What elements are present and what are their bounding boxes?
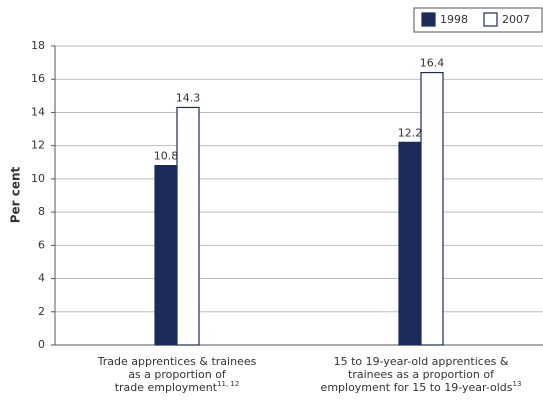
legend-swatch	[421, 12, 436, 27]
y-tick-label: 2	[38, 305, 45, 318]
y-axis-label: Per cent	[9, 166, 23, 223]
bar	[154, 165, 178, 346]
legend-label: 2007	[502, 13, 530, 26]
x-tick-label-line: employment for 15 to 19-year-olds	[321, 381, 513, 394]
x-tick-label: Trade apprentices & trainees	[97, 355, 257, 368]
x-tick-label: 15 to 19-year-old apprentices &	[334, 355, 509, 368]
bar	[176, 106, 200, 346]
y-tick-label: 6	[38, 238, 45, 251]
y-tick-label: 8	[38, 205, 45, 218]
x-tick-label: employment for 15 to 19-year-olds13	[321, 380, 522, 394]
x-tick-label-line: as a proportion of	[128, 368, 227, 381]
y-tick-label: 14	[31, 105, 45, 118]
value-label: 10.8	[154, 150, 179, 163]
x-tick-label: trainees as a proportion of	[348, 368, 495, 381]
x-tick-label-line: trainees as a proportion of	[348, 368, 495, 381]
footnote-ref: 11, 12	[217, 380, 239, 388]
y-tick-label: 18	[31, 39, 45, 52]
footnote-ref: 13	[513, 380, 522, 388]
y-tick-label: 0	[38, 338, 45, 351]
y-tick-label: 16	[31, 72, 45, 85]
value-label: 12.2	[398, 126, 423, 139]
legend-swatch	[483, 12, 498, 27]
y-tick-label: 10	[31, 172, 45, 185]
y-tick-label: 4	[38, 272, 45, 285]
x-tick-label-line: Trade apprentices & trainees	[97, 355, 257, 368]
bar	[420, 71, 444, 346]
x-tick-label-line: trade employment	[115, 381, 218, 394]
y-tick-label: 12	[31, 139, 45, 152]
value-label: 16.4	[420, 57, 445, 70]
x-tick-label: trade employment11, 12	[115, 380, 240, 394]
x-tick-label-line: 15 to 19-year-old apprentices &	[334, 355, 509, 368]
legend-label: 1998	[440, 13, 468, 26]
bar	[398, 141, 422, 346]
x-tick-label: as a proportion of	[128, 368, 227, 381]
value-label: 14.3	[176, 91, 201, 104]
